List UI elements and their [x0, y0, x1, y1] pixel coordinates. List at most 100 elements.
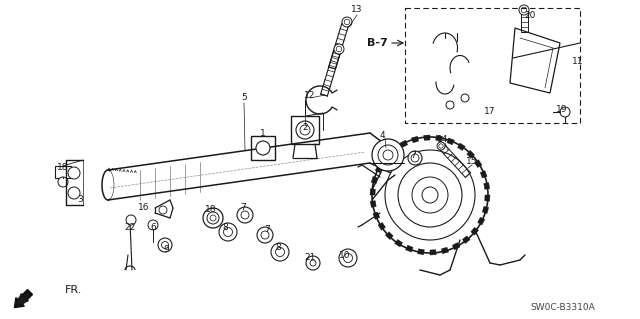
Circle shape — [461, 94, 469, 102]
Polygon shape — [483, 206, 489, 213]
Circle shape — [271, 243, 289, 261]
Circle shape — [159, 206, 167, 214]
Text: 7: 7 — [410, 151, 416, 160]
Text: 7: 7 — [264, 226, 270, 234]
Text: 22: 22 — [124, 224, 136, 233]
Polygon shape — [395, 240, 403, 247]
Text: 4: 4 — [379, 130, 385, 139]
FancyBboxPatch shape — [55, 166, 71, 178]
Circle shape — [372, 137, 488, 253]
Polygon shape — [412, 136, 419, 143]
Circle shape — [342, 17, 352, 27]
Text: 9: 9 — [163, 246, 169, 255]
Text: 18: 18 — [57, 164, 68, 173]
Circle shape — [383, 150, 393, 160]
Polygon shape — [378, 222, 385, 230]
Circle shape — [148, 220, 158, 230]
Polygon shape — [484, 182, 490, 189]
Circle shape — [372, 139, 404, 171]
Polygon shape — [458, 143, 465, 151]
Text: 21: 21 — [304, 254, 316, 263]
Polygon shape — [430, 250, 436, 255]
Text: 7: 7 — [240, 204, 246, 212]
FancyArrow shape — [15, 290, 33, 308]
Circle shape — [560, 107, 570, 117]
Polygon shape — [484, 195, 490, 201]
Polygon shape — [371, 176, 378, 183]
Circle shape — [58, 177, 68, 187]
FancyBboxPatch shape — [291, 116, 319, 144]
Circle shape — [408, 151, 422, 165]
Polygon shape — [471, 227, 479, 235]
Polygon shape — [452, 243, 460, 250]
Circle shape — [296, 121, 314, 139]
Circle shape — [521, 7, 527, 13]
Polygon shape — [371, 201, 376, 207]
Circle shape — [68, 167, 80, 179]
Text: 18: 18 — [205, 205, 217, 214]
FancyBboxPatch shape — [251, 136, 275, 160]
Circle shape — [344, 254, 353, 263]
Circle shape — [275, 248, 285, 256]
Polygon shape — [375, 165, 382, 173]
Polygon shape — [370, 189, 375, 195]
Polygon shape — [385, 232, 393, 240]
Circle shape — [519, 5, 529, 15]
Circle shape — [344, 19, 349, 25]
Circle shape — [422, 187, 438, 203]
Polygon shape — [447, 138, 454, 145]
Circle shape — [439, 144, 443, 148]
Polygon shape — [417, 249, 424, 255]
Circle shape — [207, 212, 219, 224]
Polygon shape — [424, 135, 430, 140]
Circle shape — [310, 260, 316, 266]
Text: 14: 14 — [437, 136, 449, 145]
Polygon shape — [406, 245, 413, 252]
Text: 10: 10 — [339, 250, 351, 259]
Text: 8: 8 — [275, 242, 281, 251]
Text: FR.: FR. — [65, 285, 83, 295]
Circle shape — [411, 154, 419, 162]
Circle shape — [336, 46, 342, 52]
Circle shape — [68, 187, 80, 199]
Circle shape — [300, 125, 310, 135]
Polygon shape — [436, 135, 442, 141]
Circle shape — [334, 44, 344, 54]
Polygon shape — [442, 247, 449, 254]
Polygon shape — [462, 236, 470, 243]
Circle shape — [237, 207, 253, 223]
Polygon shape — [400, 140, 408, 147]
Polygon shape — [381, 155, 389, 163]
Text: SW0C-B3310A: SW0C-B3310A — [531, 303, 595, 313]
Circle shape — [398, 163, 462, 227]
Circle shape — [256, 141, 270, 155]
Polygon shape — [474, 160, 482, 167]
Circle shape — [339, 249, 357, 267]
Circle shape — [158, 238, 172, 252]
Text: 19: 19 — [556, 106, 568, 115]
Bar — [405, 8, 580, 123]
Circle shape — [241, 211, 249, 219]
Circle shape — [161, 241, 168, 249]
Text: 2: 2 — [302, 123, 308, 132]
Text: 12: 12 — [304, 91, 316, 100]
Polygon shape — [390, 146, 397, 154]
Text: 16: 16 — [138, 204, 150, 212]
Circle shape — [412, 177, 448, 213]
Polygon shape — [467, 151, 475, 158]
Text: 20: 20 — [524, 11, 536, 19]
Text: 13: 13 — [351, 5, 363, 14]
Circle shape — [306, 256, 320, 270]
Circle shape — [223, 227, 232, 236]
Text: 5: 5 — [241, 93, 247, 102]
Text: 11: 11 — [572, 57, 584, 66]
Circle shape — [378, 145, 398, 165]
Text: 3: 3 — [77, 196, 83, 204]
Circle shape — [446, 101, 454, 109]
Polygon shape — [480, 171, 487, 178]
Circle shape — [203, 208, 223, 228]
Circle shape — [385, 150, 475, 240]
Text: B-7: B-7 — [367, 38, 387, 48]
Circle shape — [210, 215, 216, 221]
Circle shape — [126, 215, 136, 225]
